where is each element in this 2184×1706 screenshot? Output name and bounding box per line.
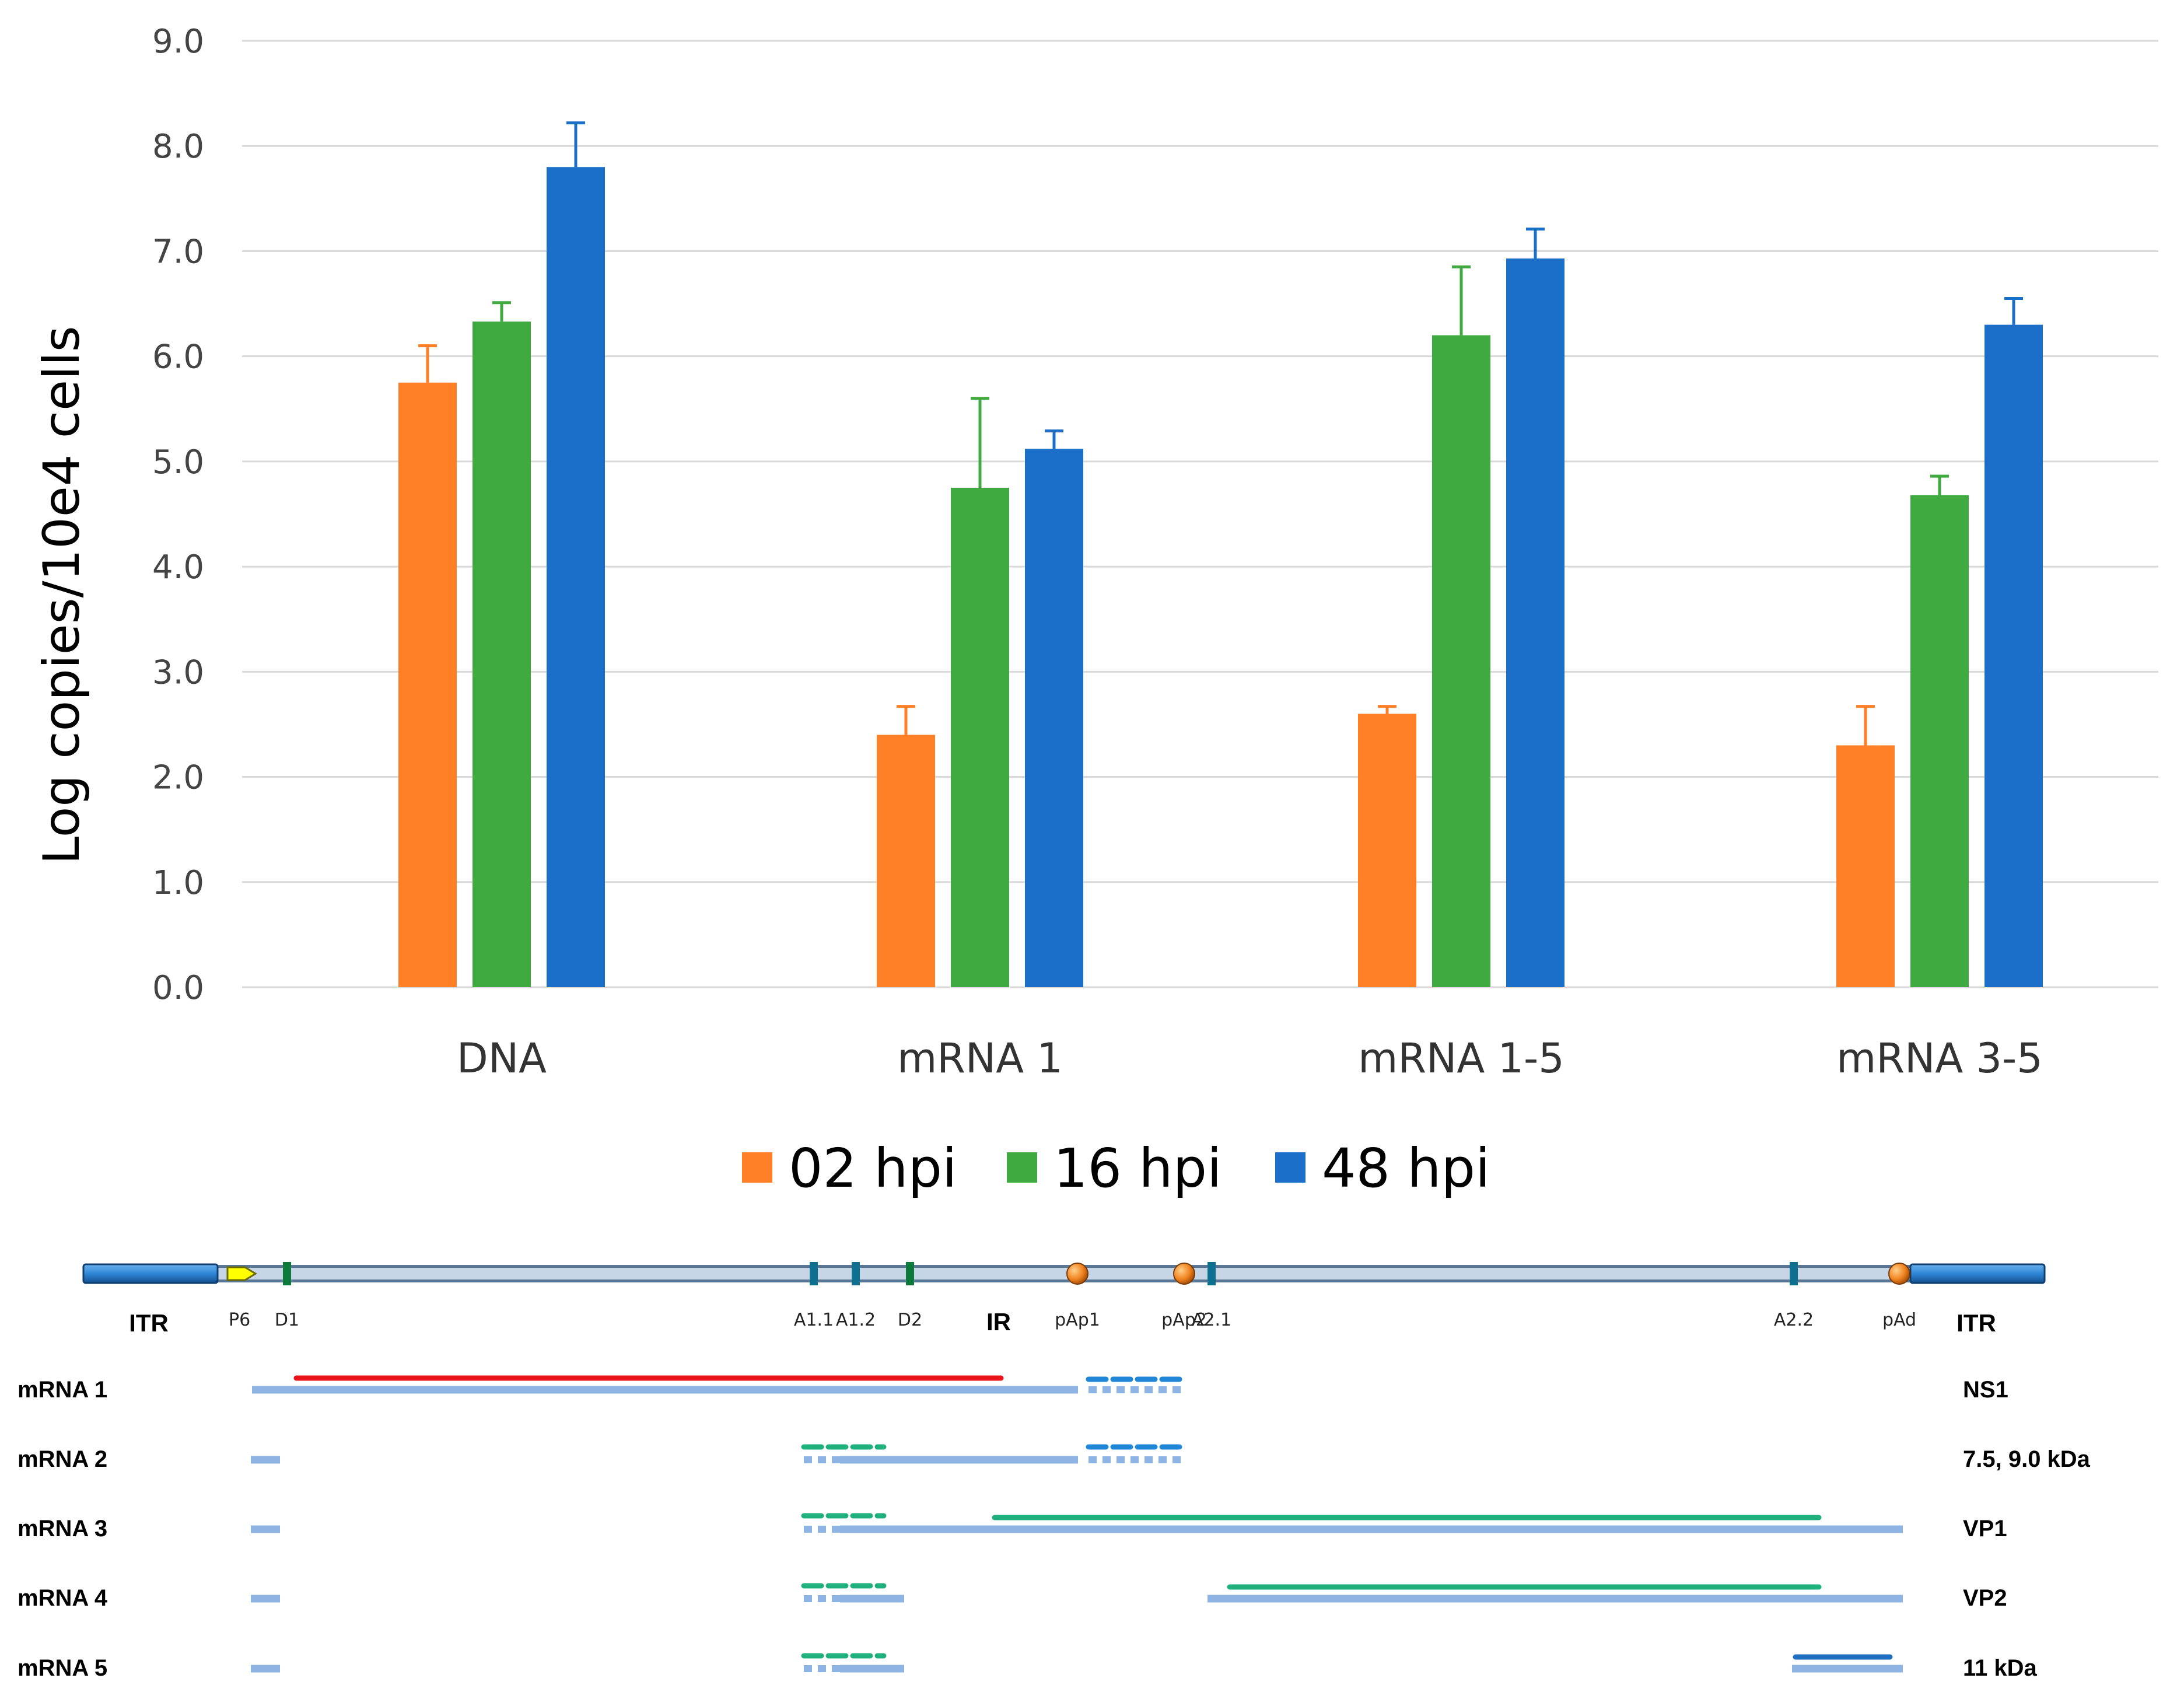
itr-left-label: ITR [129,1309,169,1337]
y-tick-label: 0.0 [152,969,204,1007]
y-tick-labels: 0.0 1.0 2.0 3.0 4.0 5.0 6.0 7.0 8.0 9.0 [152,23,204,1007]
site-label: A2.1 [1192,1310,1231,1330]
site-label: D2 [898,1310,922,1330]
y-axis-label: Log copies/10e4 cells [33,326,91,864]
itr-right [1909,1263,2046,1284]
ir-label: IR [986,1308,1011,1336]
y-tick-label: 7.0 [152,233,204,271]
itr-right-label: ITR [1957,1309,1996,1337]
y-tick-label: 3.0 [152,653,204,691]
site-label: pAp1 [1055,1310,1100,1330]
site-label: D1 [275,1310,299,1330]
donor-site-mark [283,1262,291,1285]
polya-site-icon [1888,1263,1910,1285]
transcript-product: VP1 [1963,1516,2007,1541]
bar-02-hpi-DNA [398,382,457,988]
itr-left [82,1263,219,1284]
transcript-product: NS1 [1963,1377,2008,1403]
legend-label: 02 hpi [789,1137,957,1200]
y-tick-label: 6.0 [152,338,204,376]
category-label: mRNA 1 [897,1034,1063,1082]
bar-16-hpi-DNA [473,321,531,987]
acceptor-site-mark [1208,1262,1216,1285]
y-tick-label: 9.0 [152,23,204,61]
acceptor-site-mark [852,1262,860,1285]
polya-site-icon [1173,1263,1195,1285]
bars [398,121,2043,988]
splice-and-polya-sites [283,1262,1910,1285]
category-labels: DNA mRNA 1 mRNA 1-5 mRNA 3-5 [457,1034,2043,1082]
site-label: pAp2 [1161,1310,1207,1330]
transcript-name: mRNA 5 [18,1655,107,1681]
transcript-product: 7.5, 9.0 kDa [1963,1446,2091,1472]
bar-02-hpi-mRNA-3-5 [1836,745,1895,987]
polya-site-icon [1066,1263,1088,1285]
site-label: A1.2 [836,1310,876,1330]
bar-16-hpi-mRNA-3-5 [1910,495,1969,987]
y-tick-label: 4.0 [152,548,204,586]
transcript-labels: mRNA 1 NS1 mRNA 2 7.5, 9.0 kDa mRNA 3 VP… [18,1377,2091,1681]
acceptor-site-mark [810,1262,818,1285]
site-label: A2.2 [1774,1310,1814,1330]
transcript-name: mRNA 1 [18,1377,107,1403]
y-tick-label: 1.0 [152,864,204,902]
bar-16-hpi-mRNA-1-5 [1432,335,1490,987]
bar-16-hpi-mRNA-1 [951,487,1009,987]
promoter-arrow-icon [226,1266,257,1281]
bar-48-hpi-mRNA-3-5 [1985,324,2043,987]
transcript-name: mRNA 4 [18,1585,108,1611]
site-label: pAd [1882,1310,1916,1330]
legend-label: 16 hpi [1054,1137,1222,1200]
transcript-product: 11 kDa [1963,1655,2038,1681]
legend-swatch [1275,1152,1306,1183]
transcript-name: mRNA 2 [18,1446,107,1472]
bar-48-hpi-DNA [547,167,605,988]
y-tick-label: 8.0 [152,128,204,166]
legend-swatch [742,1152,772,1183]
bar-48-hpi-mRNA-1 [1025,449,1083,987]
promoter-label: P6 [229,1310,250,1330]
category-label: DNA [457,1034,547,1082]
y-tick-label: 2.0 [152,759,204,797]
bar-chart: 0.0 1.0 2.0 3.0 4.0 5.0 6.0 7.0 8.0 9.0 DNA mRNA 1… [33,23,2158,1200]
category-label: mRNA 1-5 [1358,1034,1564,1082]
legend-swatch [1007,1152,1037,1183]
bar-02-hpi-mRNA-1 [877,735,935,987]
donor-site-mark [906,1262,914,1285]
transcripts [251,1375,1903,1673]
y-tick-label: 5.0 [152,443,204,481]
transcript-product: VP2 [1963,1585,2007,1611]
bar-48-hpi-mRNA-1-5 [1506,258,1564,987]
legend-label: 48 hpi [1322,1137,1490,1200]
category-label: mRNA 3-5 [1836,1034,2043,1082]
site-label: A1.1 [794,1310,834,1330]
legend: 02 hpi 16 hpi 48 hpi [742,1137,1490,1200]
bar-02-hpi-mRNA-1-5 [1358,714,1416,987]
acceptor-site-mark [1790,1262,1798,1285]
transcript-name: mRNA 3 [18,1516,107,1541]
